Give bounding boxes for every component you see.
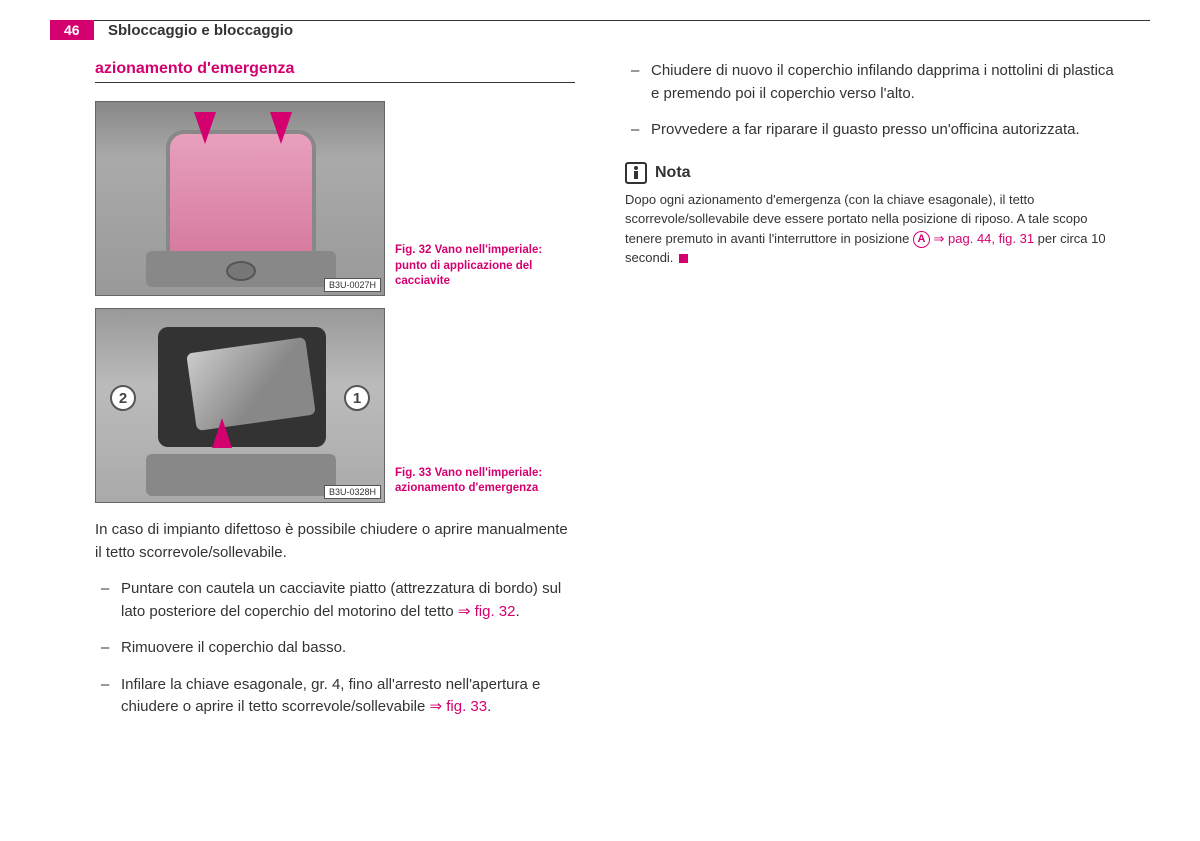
section-title: azionamento d'emergenza <box>95 60 575 78</box>
instruction-list-right: Chiudere di nuovo il coperchio infilando… <box>625 60 1115 142</box>
content-columns: azionamento d'emergenza B3U-0027H Fig. 3… <box>95 60 1150 733</box>
intro-paragraph: In caso di impianto difettoso è possibil… <box>95 519 575 564</box>
page-reference: ⇒ pag. 44, fig. 31 <box>930 231 1034 246</box>
note-title: Nota <box>655 164 691 182</box>
figure-33: 1 2 B3U-0328H Fig. 33 Vano nell'imperial… <box>95 308 575 503</box>
left-column: azionamento d'emergenza B3U-0027H Fig. 3… <box>95 60 575 733</box>
right-column: Chiudere di nuovo il coperchio infilando… <box>625 60 1115 733</box>
title-underline <box>95 82 575 83</box>
arrow-up-icon <box>212 418 232 448</box>
instruction-list-left: Puntare con cautela un cacciavite piatto… <box>95 578 575 719</box>
note-text: Dopo ogni azionamento d'emergenza (con l… <box>625 190 1115 268</box>
figure-33-image: 1 2 B3U-0328H <box>95 308 385 503</box>
list-item: Puntare con cautela un cacciavite piatto… <box>95 578 575 623</box>
figure-reference: ⇒ fig. 33 <box>430 698 488 715</box>
arrow-down-icon <box>194 112 216 144</box>
figure-code: B3U-0027H <box>324 278 381 292</box>
arrow-down-icon <box>270 112 292 144</box>
figure-code: B3U-0328H <box>324 485 381 499</box>
figure-reference: ⇒ fig. 32 <box>458 603 516 620</box>
circled-letter: A <box>913 231 930 248</box>
page-number: 46 <box>50 20 94 40</box>
chapter-title: Sbloccaggio e bloccaggio <box>108 20 293 39</box>
figure-marker-1: 1 <box>344 385 370 411</box>
info-icon <box>625 162 647 184</box>
figure-32-caption: Fig. 32 Vano nell'imperiale: punto di ap… <box>395 243 560 296</box>
figure-marker-2: 2 <box>110 385 136 411</box>
list-item: Chiudere di nuovo il coperchio infilando… <box>625 60 1115 105</box>
section-end-marker <box>679 254 688 263</box>
list-item: Provvedere a far riparare il guasto pres… <box>625 119 1115 142</box>
figure-32: B3U-0027H Fig. 32 Vano nell'imperiale: p… <box>95 101 575 296</box>
figure-33-caption: Fig. 33 Vano nell'imperiale: azionamento… <box>395 466 560 503</box>
note-header: Nota <box>625 162 1115 184</box>
list-item: Infilare la chiave esagonale, gr. 4, fin… <box>95 674 575 719</box>
figure-32-image: B3U-0027H <box>95 101 385 296</box>
list-item: Rimuovere il coperchio dal basso. <box>95 637 575 660</box>
